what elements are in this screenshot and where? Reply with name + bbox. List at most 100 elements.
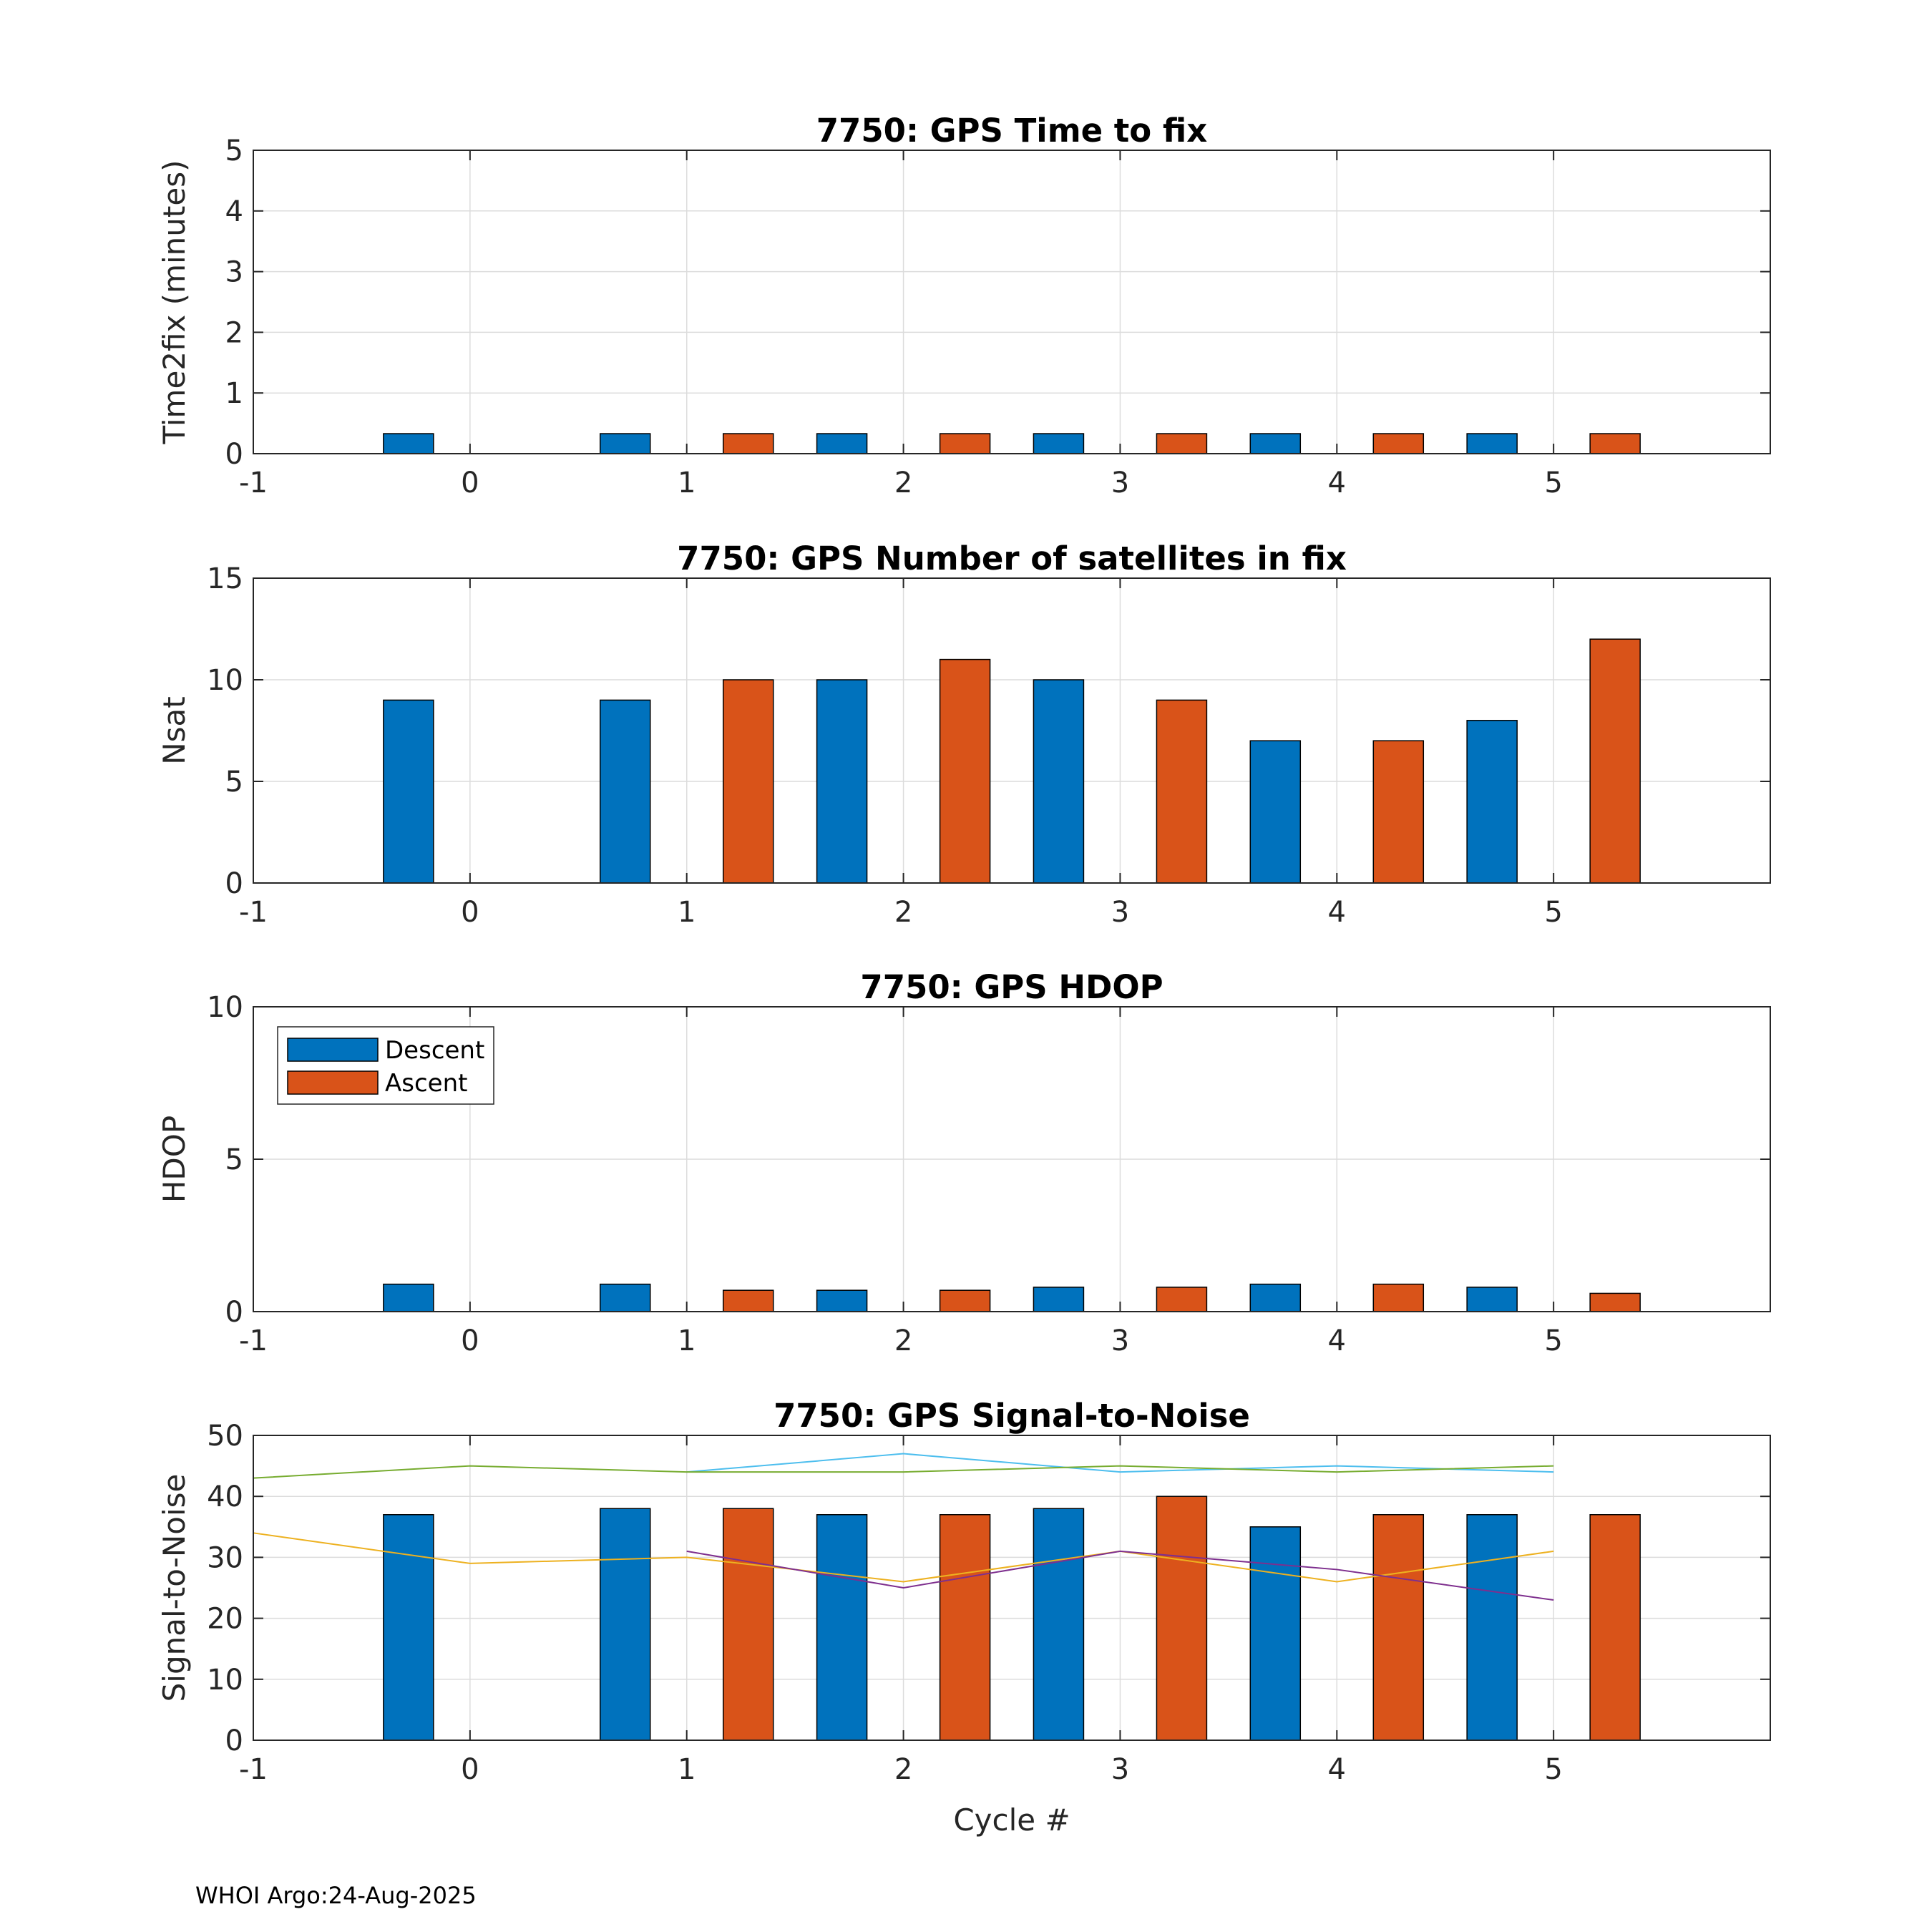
x-tick-label: 4 bbox=[1328, 1753, 1346, 1786]
ascent-bar-4 bbox=[1372, 433, 1425, 454]
chart-title: 7750: GPS HDOP bbox=[860, 968, 1163, 1006]
x-tick-label: 3 bbox=[1111, 896, 1129, 929]
snr-line-1 bbox=[686, 1453, 1554, 1473]
y-tick-label: 5 bbox=[225, 766, 243, 799]
y-tick-label: 2 bbox=[225, 316, 243, 349]
ascent-bar-2 bbox=[939, 658, 991, 884]
y-tick-label: 0 bbox=[225, 438, 243, 471]
descent-bar-5 bbox=[1466, 1287, 1518, 1312]
x-tick-label: 5 bbox=[1544, 1753, 1562, 1786]
y-tick-label: 3 bbox=[225, 256, 243, 289]
descent-bar-4 bbox=[1249, 1283, 1302, 1312]
ascent-bar-4 bbox=[1372, 1283, 1425, 1312]
descent-bar-1 bbox=[599, 433, 651, 454]
x-tick-label: 2 bbox=[894, 1753, 912, 1786]
descent-bar-3 bbox=[1033, 1287, 1085, 1312]
snr-line-2 bbox=[253, 1465, 1554, 1479]
x-tick-label: 1 bbox=[678, 1324, 696, 1357]
x-tick-label: 3 bbox=[1111, 1753, 1129, 1786]
descent-bar-5 bbox=[1466, 720, 1518, 884]
snr-line-3 bbox=[253, 1532, 1554, 1583]
descent-bar-3 bbox=[1033, 433, 1085, 454]
x-tick-label: 5 bbox=[1544, 467, 1562, 499]
x-tick-label: 0 bbox=[461, 1753, 479, 1786]
descent-bar-4 bbox=[1249, 740, 1302, 884]
axes-box bbox=[253, 1435, 1771, 1741]
y-tick-label: 30 bbox=[207, 1541, 243, 1574]
descent-bar-4 bbox=[1249, 1526, 1302, 1741]
ascent-bar-3 bbox=[1156, 1496, 1208, 1741]
ascent-bar-2 bbox=[939, 433, 991, 454]
footer-text: WHOI Argo:24-Aug-2025 bbox=[195, 1882, 477, 1909]
legend: Descent Ascent bbox=[277, 1026, 494, 1105]
descent-bar-1 bbox=[599, 1508, 651, 1741]
x-tick-label: -1 bbox=[239, 1324, 268, 1357]
descent-bar-1 bbox=[599, 1283, 651, 1312]
chart-title: 7750: GPS Signal-to-Noise bbox=[774, 1397, 1250, 1435]
ascent-bar-4 bbox=[1372, 1514, 1425, 1741]
descent-bar-3 bbox=[1033, 679, 1085, 884]
x-tick-label: -1 bbox=[239, 1753, 268, 1786]
y-tick-label: 1 bbox=[225, 377, 243, 410]
x-tick-label: 0 bbox=[461, 896, 479, 929]
descent-bar-0 bbox=[383, 699, 434, 884]
ascent-bar-5 bbox=[1589, 1514, 1641, 1741]
ascent-bar-1 bbox=[722, 679, 774, 884]
y-tick-label: 50 bbox=[207, 1420, 243, 1453]
axes-box bbox=[253, 577, 1771, 884]
x-tick-label: 0 bbox=[461, 467, 479, 499]
x-tick-label: 2 bbox=[894, 896, 912, 929]
descent-bar-0 bbox=[383, 1283, 434, 1312]
descent-bar-2 bbox=[816, 679, 868, 884]
x-tick-label: 4 bbox=[1328, 467, 1346, 499]
ascent-bar-1 bbox=[722, 1508, 774, 1741]
y-tick-label: 20 bbox=[207, 1603, 243, 1636]
ascent-bar-3 bbox=[1156, 433, 1208, 454]
descent-bar-2 bbox=[816, 1514, 868, 1741]
y-tick-label: 10 bbox=[207, 664, 243, 697]
descent-bar-5 bbox=[1466, 433, 1518, 454]
ascent-bar-5 bbox=[1589, 433, 1641, 454]
x-tick-label: 4 bbox=[1328, 1324, 1346, 1357]
snr-line-4 bbox=[686, 1550, 1554, 1601]
legend-label-ascent: Ascent bbox=[385, 1069, 467, 1098]
y-tick-label: 0 bbox=[225, 867, 243, 900]
y-tick-label: 0 bbox=[225, 1724, 243, 1757]
legend-swatch-ascent bbox=[287, 1070, 379, 1095]
ascent-bar-5 bbox=[1589, 1292, 1641, 1312]
y-axis-label: HDOP bbox=[157, 1116, 192, 1203]
ascent-bar-2 bbox=[939, 1514, 991, 1741]
descent-bar-2 bbox=[816, 1289, 868, 1312]
ascent-bar-2 bbox=[939, 1289, 991, 1312]
descent-bar-1 bbox=[599, 699, 651, 884]
y-tick-label: 10 bbox=[207, 1664, 243, 1697]
ascent-bar-1 bbox=[722, 433, 774, 454]
x-tick-label: 1 bbox=[678, 467, 696, 499]
axes-box bbox=[253, 150, 1771, 454]
x-tick-label: 2 bbox=[894, 1324, 912, 1357]
ascent-bar-3 bbox=[1156, 1287, 1208, 1312]
legend-label-descent: Descent bbox=[385, 1036, 484, 1065]
y-tick-label: 40 bbox=[207, 1480, 243, 1513]
y-tick-label: 10 bbox=[207, 991, 243, 1024]
x-tick-label: 5 bbox=[1544, 1324, 1562, 1357]
y-axis-label: Signal-to-Noise bbox=[157, 1474, 192, 1702]
x-tick-label: -1 bbox=[239, 467, 268, 499]
y-tick-label: 0 bbox=[225, 1296, 243, 1329]
y-tick-label: 5 bbox=[225, 1143, 243, 1176]
x-tick-label: 2 bbox=[894, 467, 912, 499]
ascent-bar-4 bbox=[1372, 740, 1425, 884]
y-axis-label: Nsat bbox=[157, 696, 192, 765]
descent-bar-0 bbox=[383, 433, 434, 454]
y-tick-label: 15 bbox=[207, 562, 243, 595]
descent-bar-5 bbox=[1466, 1514, 1518, 1741]
x-tick-label: 4 bbox=[1328, 896, 1346, 929]
chart-title: 7750: GPS Number of satellites in fix bbox=[677, 540, 1347, 577]
x-tick-label: 1 bbox=[678, 1753, 696, 1786]
x-axis-label: Cycle # bbox=[953, 1802, 1070, 1838]
descent-bar-0 bbox=[383, 1514, 434, 1741]
descent-bar-2 bbox=[816, 433, 868, 454]
